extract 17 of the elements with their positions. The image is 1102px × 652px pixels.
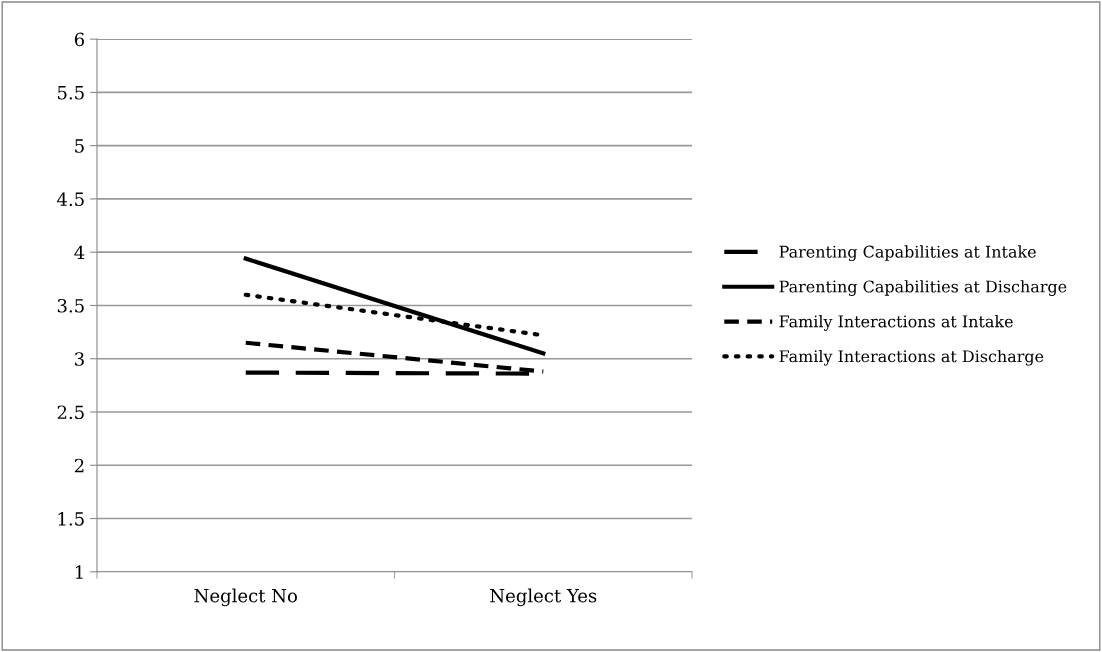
legend-label: Parenting Capabilities at Discharge <box>779 280 1067 296</box>
legend-label: Family Interactions at Intake <box>779 315 1013 331</box>
y-tick-label: 5.5 <box>57 86 84 100</box>
y-tick-label: 2.5 <box>57 405 84 420</box>
x-tick-label: Neglect Yes <box>490 588 597 607</box>
y-tick-label: 6 <box>74 32 85 47</box>
legend-label: Parenting Capabilities at Intake <box>779 245 1036 262</box>
y-tick-label: 5 <box>75 139 84 153</box>
y-tick-label: 1 <box>75 565 83 579</box>
legend-label: Family Interactions at Discharge <box>779 349 1044 366</box>
y-tick-label: 3 <box>75 352 84 366</box>
y-tick-label: 4 <box>74 245 85 260</box>
x-tick-label: Neglect No <box>194 588 297 607</box>
y-tick-label: 4.5 <box>57 192 84 207</box>
y-tick-label: 2 <box>74 458 84 473</box>
y-tick-label: 1.5 <box>58 511 84 526</box>
y-tick-label: 3.5 <box>57 298 84 313</box>
